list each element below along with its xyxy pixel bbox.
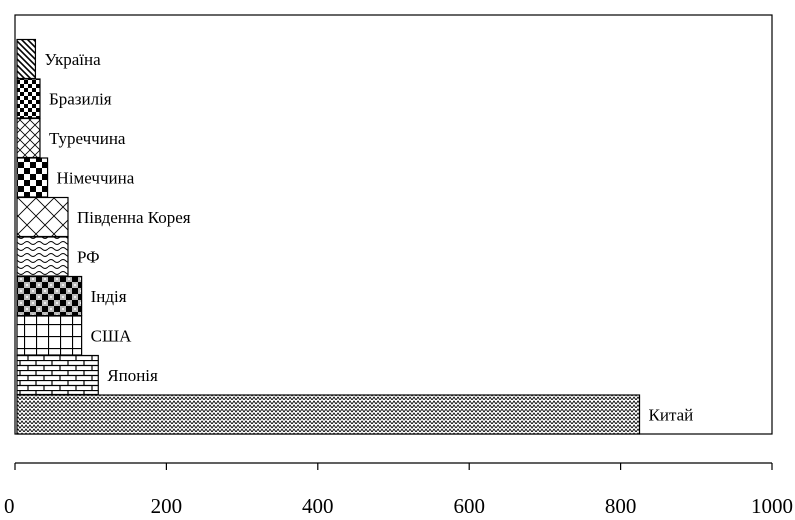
bar-labels-group: Китай Японія США Індія РФ Південна Корея Німеч… (44, 50, 693, 425)
bars-group (16, 38, 641, 435)
bar-9 (16, 78, 41, 119)
x-tick-label: 1000 (751, 494, 793, 518)
bar-7 (16, 157, 49, 198)
bar-1 (16, 394, 641, 435)
bar-5 (16, 236, 69, 277)
bar-10 (16, 38, 37, 80)
x-tick-label: 400 (302, 494, 334, 518)
bar-label: Індія (91, 287, 127, 306)
bar-3 (16, 315, 83, 356)
bar-4 (16, 275, 83, 317)
bar-8 (16, 117, 41, 159)
x-tick-label: 800 (605, 494, 637, 518)
bar-label: РФ (77, 248, 100, 267)
bar-label: Німеччина (57, 169, 135, 188)
bar-label: Китай (649, 406, 694, 425)
x-tick-label: 200 (151, 494, 183, 518)
bar-label: США (91, 327, 132, 346)
bar-label: Туреччина (49, 129, 126, 148)
bar-label: Японія (107, 366, 158, 385)
bar-label: Південна Корея (77, 208, 191, 227)
bar-6 (16, 196, 69, 238)
x-ticks-group: 0 200 400 600 800 1000 (4, 463, 793, 518)
bar-2 (16, 354, 99, 396)
bar-label: Бразилія (49, 90, 112, 109)
bar-label: Україна (44, 50, 101, 69)
x-tick-label: 600 (453, 494, 485, 518)
x-tick-label: 0 (4, 494, 15, 518)
